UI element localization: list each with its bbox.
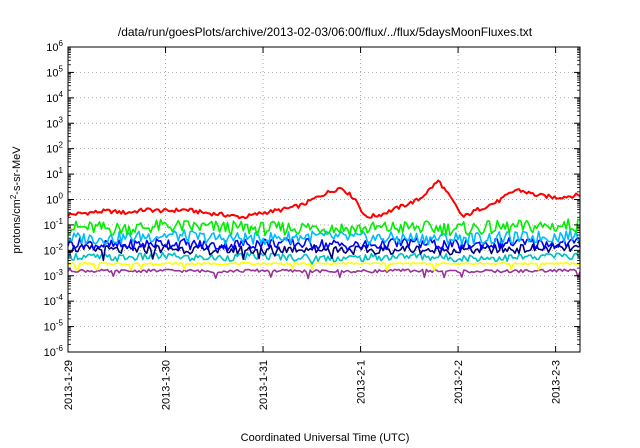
series-line-7 <box>67 268 581 280</box>
y-tick-label: 10-2 <box>44 242 64 257</box>
x-tick-label: 2013-2-2 <box>453 360 465 404</box>
series-line-6 <box>68 261 581 272</box>
y-axis-label: protons/cm2-s-sr-MeV <box>9 146 23 254</box>
y-axis-label-exponent: 2 <box>9 194 18 199</box>
y-tick-label: 101 <box>46 166 63 181</box>
y-tick-label: 106 <box>46 39 63 54</box>
y-tick-label: 100 <box>46 192 63 207</box>
y-tick-label: 105 <box>46 64 63 79</box>
series-line-1 <box>67 218 581 237</box>
y-tick-label: 10-6 <box>44 344 64 359</box>
y-axis-ticks: 10-6 10-5 10-4 10-3 10-2 10-1 100 101 102 103 104 1… <box>44 39 580 359</box>
x-tick-label: 2013-2-1 <box>356 360 368 404</box>
chart-title: /data/run/goesPlots/archive/2013-02-03/0… <box>118 25 533 39</box>
series-line-0 <box>67 179 581 220</box>
y-tick-label: 104 <box>46 90 63 105</box>
series-layer <box>67 179 581 280</box>
y-axis-label-rest: -s-sr-MeV <box>11 146 23 195</box>
x-tick-label: 2013-1-31 <box>258 360 270 410</box>
x-tick-label: 2013-1-29 <box>63 360 75 410</box>
y-tick-label: 10-4 <box>44 293 64 308</box>
y-tick-label: 102 <box>46 141 63 156</box>
y-tick-label: 103 <box>46 115 63 130</box>
x-tick-label: 2013-2-3 <box>551 360 563 404</box>
x-tick-label: 2013-1-30 <box>161 360 173 410</box>
x-axis-label: Coordinated Universal Time (UTC) <box>241 432 410 444</box>
y-tick-label: 10-3 <box>44 268 64 283</box>
series-line-2 <box>67 228 581 246</box>
grid-lines <box>68 47 580 352</box>
y-axis-label-unit: protons/cm <box>11 199 23 253</box>
y-tick-label: 10-1 <box>44 217 64 232</box>
x-axis-ticks: 2013-1-29 2013-1-30 2013-1-31 2013-2-1 2013-… <box>63 47 563 410</box>
y-tick-label: 10-5 <box>44 319 64 334</box>
